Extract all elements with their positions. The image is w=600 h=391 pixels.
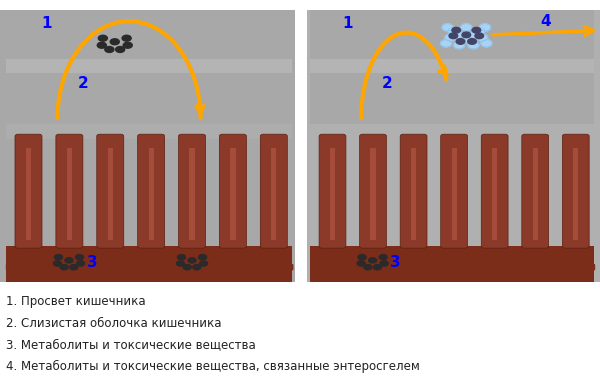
Circle shape — [462, 32, 470, 38]
Circle shape — [373, 265, 382, 270]
FancyBboxPatch shape — [0, 10, 295, 282]
Circle shape — [440, 40, 452, 47]
Circle shape — [188, 258, 196, 263]
FancyBboxPatch shape — [220, 134, 247, 248]
Circle shape — [461, 24, 472, 31]
Circle shape — [70, 265, 78, 270]
Circle shape — [357, 261, 365, 266]
Bar — [310, 246, 594, 282]
Bar — [411, 148, 416, 240]
Circle shape — [76, 261, 85, 266]
Circle shape — [452, 31, 463, 38]
Text: 3: 3 — [86, 255, 97, 269]
Circle shape — [200, 261, 208, 266]
Bar — [6, 246, 292, 282]
Circle shape — [358, 255, 366, 260]
Bar — [107, 148, 113, 240]
Circle shape — [448, 27, 459, 35]
Circle shape — [105, 47, 114, 52]
Bar — [573, 148, 578, 240]
FancyBboxPatch shape — [15, 134, 42, 248]
FancyBboxPatch shape — [307, 10, 600, 282]
Bar — [310, 124, 594, 138]
Circle shape — [479, 24, 490, 31]
Bar — [190, 148, 194, 240]
FancyBboxPatch shape — [97, 134, 124, 248]
Text: 3: 3 — [390, 255, 401, 269]
Circle shape — [193, 265, 201, 270]
Circle shape — [379, 255, 387, 260]
Circle shape — [55, 255, 62, 260]
Text: 1: 1 — [342, 16, 352, 31]
Bar — [492, 148, 497, 240]
FancyBboxPatch shape — [260, 134, 287, 248]
Bar — [149, 148, 154, 240]
Circle shape — [364, 265, 372, 270]
Bar — [370, 148, 376, 240]
Circle shape — [461, 36, 472, 43]
Bar — [6, 10, 292, 124]
Circle shape — [481, 40, 492, 47]
Circle shape — [442, 24, 453, 31]
Text: 1: 1 — [41, 16, 52, 31]
Bar — [452, 148, 457, 240]
Circle shape — [454, 41, 464, 49]
Circle shape — [368, 258, 377, 263]
Bar — [310, 59, 594, 73]
Text: 4: 4 — [541, 14, 551, 29]
Circle shape — [468, 39, 476, 44]
Circle shape — [110, 39, 119, 45]
Text: 3. Метаболиты и токсические вещества: 3. Метаболиты и токсические вещества — [6, 338, 256, 351]
Circle shape — [469, 31, 481, 38]
Circle shape — [183, 265, 191, 270]
Circle shape — [456, 39, 465, 44]
Circle shape — [76, 255, 83, 260]
Text: 4. Метаболиты и токсические вещества, связанные энтеросгелем: 4. Метаболиты и токсические вещества, св… — [6, 360, 420, 373]
Circle shape — [475, 33, 484, 39]
Circle shape — [468, 41, 479, 49]
Circle shape — [476, 34, 488, 41]
Circle shape — [123, 42, 132, 48]
Circle shape — [449, 33, 458, 39]
Circle shape — [122, 35, 131, 41]
Circle shape — [380, 261, 388, 266]
Bar — [271, 148, 277, 240]
Text: 2: 2 — [78, 77, 89, 91]
FancyBboxPatch shape — [179, 134, 206, 248]
Circle shape — [116, 47, 125, 52]
Bar — [310, 10, 594, 124]
Bar — [330, 148, 335, 240]
Circle shape — [199, 255, 206, 260]
FancyBboxPatch shape — [562, 134, 589, 248]
Circle shape — [445, 34, 456, 41]
FancyBboxPatch shape — [359, 134, 386, 248]
FancyBboxPatch shape — [56, 134, 83, 248]
FancyBboxPatch shape — [522, 134, 548, 248]
FancyBboxPatch shape — [319, 134, 346, 248]
Bar — [230, 148, 236, 240]
FancyBboxPatch shape — [441, 134, 467, 248]
Bar — [6, 124, 292, 138]
Text: 2. Слизистая оболочка кишечника: 2. Слизистая оболочка кишечника — [6, 317, 221, 330]
Bar — [26, 148, 31, 240]
Text: 1. Просвет кишечника: 1. Просвет кишечника — [6, 295, 146, 308]
Text: 2: 2 — [382, 77, 392, 91]
Circle shape — [474, 27, 485, 35]
Circle shape — [472, 27, 481, 33]
Circle shape — [65, 258, 73, 263]
FancyBboxPatch shape — [400, 134, 427, 248]
Circle shape — [452, 27, 461, 33]
Circle shape — [176, 261, 185, 266]
Bar — [533, 148, 538, 240]
FancyBboxPatch shape — [137, 134, 164, 248]
Circle shape — [60, 265, 68, 270]
Bar — [6, 59, 292, 73]
Circle shape — [178, 255, 185, 260]
Circle shape — [53, 261, 61, 266]
Circle shape — [97, 42, 106, 48]
FancyBboxPatch shape — [481, 134, 508, 248]
Bar — [67, 148, 72, 240]
Circle shape — [98, 35, 107, 41]
